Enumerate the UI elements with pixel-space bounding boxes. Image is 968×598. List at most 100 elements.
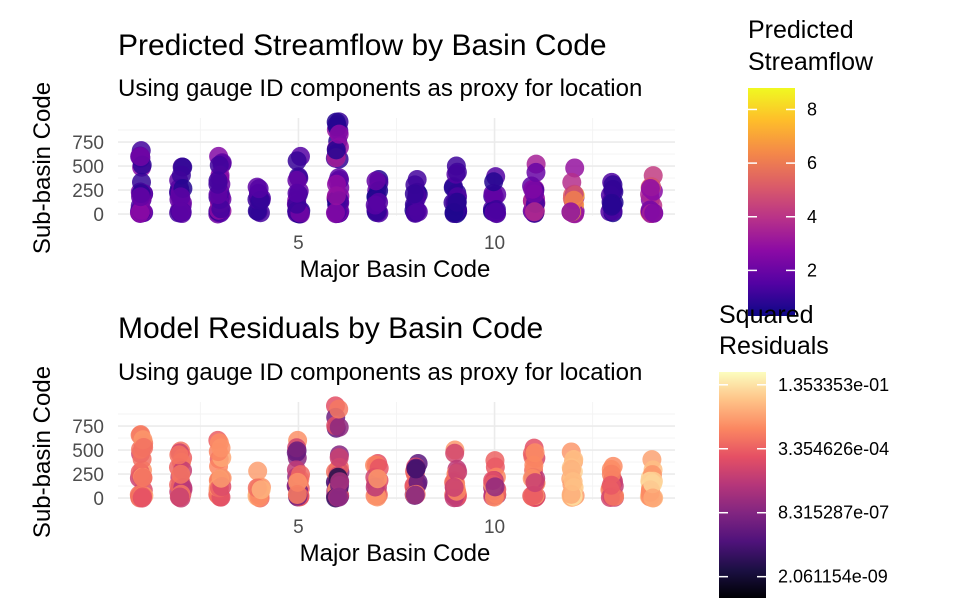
data-point <box>444 477 464 497</box>
data-point <box>329 448 349 468</box>
x-tick-label: 5 <box>293 233 304 254</box>
y-tick-label: 750 <box>72 133 104 154</box>
data-point <box>171 187 191 207</box>
data-point <box>211 468 231 488</box>
data-point <box>405 203 425 223</box>
bottom-plot-area: 5 10 0 250 500 750 <box>72 396 675 538</box>
data-point <box>602 196 622 216</box>
data-point <box>171 464 191 484</box>
data-point <box>643 474 663 494</box>
top-chart-title: Predicted Streamflow by Basin Code <box>118 29 607 62</box>
data-point <box>287 151 307 171</box>
data-point <box>171 202 191 222</box>
data-point <box>445 443 465 463</box>
data-point <box>644 203 664 223</box>
data-point <box>326 140 346 160</box>
colorbar-tick-label: 2.061154e-09 <box>778 567 888 587</box>
data-point <box>406 459 426 479</box>
y-tick-label: 250 <box>72 465 104 486</box>
colorbar <box>719 372 766 598</box>
data-point <box>211 438 231 458</box>
data-point <box>525 473 545 493</box>
data-point <box>134 437 154 457</box>
top-y-axis-title: Sub-basin Code <box>29 82 56 254</box>
data-point <box>565 158 585 178</box>
bottom-x-axis-title: Major Basin Code <box>300 540 491 567</box>
data-point <box>405 485 425 505</box>
data-point <box>329 487 349 507</box>
y-tick-label: 0 <box>93 489 104 510</box>
data-point <box>368 469 388 489</box>
data-point <box>132 487 152 507</box>
y-tick-label: 0 <box>93 205 104 226</box>
colorbar <box>748 88 795 316</box>
top-chart-subtitle: Using gauge ID components as proxy for l… <box>118 75 642 102</box>
data-point <box>603 179 623 199</box>
data-point <box>486 202 506 222</box>
colorbar-tick-label: 8.315287e-07 <box>778 503 889 523</box>
data-point <box>169 445 189 465</box>
data-point <box>131 187 151 207</box>
data-point <box>447 162 467 182</box>
colorbar-tick-label: 8 <box>807 99 817 119</box>
data-point <box>211 199 231 219</box>
data-point <box>563 472 583 492</box>
data-point <box>484 172 504 192</box>
data-point <box>329 399 349 419</box>
data-point <box>287 485 307 505</box>
data-point <box>448 462 468 482</box>
y-tick-label: 250 <box>72 181 104 202</box>
top-x-axis-title: Major Basin Code <box>300 256 491 283</box>
data-point <box>329 124 349 144</box>
x-tick-label: 10 <box>484 233 505 254</box>
colorbar-tick-label: 4 <box>807 207 817 227</box>
data-point <box>561 202 581 222</box>
data-point <box>130 203 150 223</box>
data-point <box>526 162 546 182</box>
bottom-legend-title-line-1: Squared <box>719 301 814 329</box>
top-legend-title-line-2: Streamflow <box>748 48 874 76</box>
bottom-legend: Squared Residuals 1.353353e-01 3.354626e-… <box>719 301 889 598</box>
data-point <box>330 472 350 492</box>
data-point <box>251 480 271 500</box>
colorbar-tick-label: 3.354626e-04 <box>778 439 889 459</box>
data-point <box>404 184 424 204</box>
bottom-chart-title: Model Residuals by Basin Code <box>118 312 543 345</box>
data-point <box>524 455 544 475</box>
data-point <box>325 203 345 223</box>
data-point <box>329 417 349 437</box>
data-point <box>248 461 268 481</box>
data-point <box>640 179 660 199</box>
data-point <box>326 186 346 206</box>
top-legend-title-line-1: Predicted <box>748 16 854 44</box>
x-tick-label: 10 <box>484 517 505 538</box>
top-plot-area: 5 10 0 250 500 750 <box>72 112 675 254</box>
data-point <box>485 477 505 497</box>
data-point <box>525 202 545 222</box>
bottom-y-axis-title: Sub-basin Code <box>29 366 56 538</box>
data-point <box>287 441 307 461</box>
data-point <box>365 195 385 215</box>
colorbar-tick-label: 2 <box>807 260 817 280</box>
data-point <box>447 192 467 212</box>
data-point <box>601 475 621 495</box>
y-tick-label: 500 <box>72 157 104 178</box>
data-point <box>170 487 190 507</box>
colorbar-tick-label: 6 <box>807 153 817 173</box>
data-point <box>366 171 386 191</box>
top-legend: Predicted Streamflow 2 4 6 8 <box>748 16 874 316</box>
data-point <box>523 179 543 199</box>
data-point <box>133 468 153 488</box>
y-tick-label: 500 <box>72 441 104 462</box>
bottom-legend-title-line-2: Residuals <box>719 332 829 360</box>
data-point <box>208 174 228 194</box>
y-tick-label: 750 <box>72 417 104 438</box>
x-tick-label: 5 <box>293 517 304 538</box>
data-point <box>643 488 663 508</box>
data-point <box>209 155 229 175</box>
data-point <box>249 179 269 199</box>
data-point <box>131 147 151 167</box>
colorbar-tick-label: 1.353353e-01 <box>778 375 889 395</box>
bottom-chart-subtitle: Using gauge ID components as proxy for l… <box>118 359 642 386</box>
